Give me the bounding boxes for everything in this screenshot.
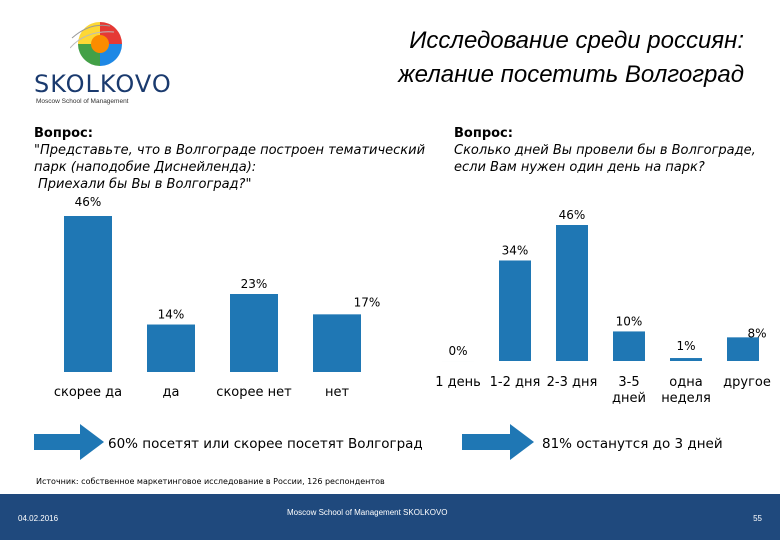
footer-center-text: Moscow School of Management SKOLKOVO	[287, 508, 448, 517]
footer-page-number: 55	[753, 514, 762, 523]
page-title: Исследование среди россиян: желание посе…	[398, 24, 744, 92]
chart-right-value-label-4: 1%	[676, 339, 695, 353]
chart-right-category-label-2: 2-3 дня	[547, 375, 598, 390]
footer-bar	[0, 494, 780, 540]
chart-right-value-label-1: 34%	[502, 243, 529, 257]
chart-left-value-label-1: 14%	[158, 308, 185, 322]
left-question: Вопрос: "Представьте, что в Волгограде п…	[34, 125, 425, 193]
chart-right-category-label-3-1: дней	[612, 391, 646, 406]
chart-right-bar-4	[670, 358, 702, 361]
skolkovo-logo: SKOLKOVO Moscow School of Management	[30, 18, 171, 108]
chart-right-bar-1	[499, 260, 531, 361]
chart-left-bar-0	[64, 216, 112, 372]
chart-right-value-label-3: 10%	[616, 314, 643, 328]
chart-right-value-label-2: 46%	[559, 208, 586, 222]
logo-name: SKOLKOVO	[34, 70, 172, 98]
right-question: Вопрос: Сколько дней Вы провели бы в Вол…	[454, 125, 756, 176]
chart-right-bar-5	[727, 337, 759, 361]
left-question-label: Вопрос:	[34, 126, 93, 141]
chart-left-bar-3	[313, 314, 361, 372]
chart-left-value-label-0: 46%	[75, 195, 102, 209]
conclusion-right: 81% останутся до 3 дней	[542, 436, 723, 452]
chart-right-value-label-0: 0%	[448, 344, 467, 358]
left-question-line-3: Приехали бы Вы в Волгоград?"	[38, 177, 252, 192]
chart-left-category-label-0: скорее да	[54, 385, 122, 400]
chart-right-bar-2	[556, 225, 588, 361]
chart-right-category-label-3-0: 3-5	[618, 375, 639, 390]
chart-right-category-label-1: 1-2 дня	[490, 375, 541, 390]
chart-right-category-label-5: другое	[723, 375, 771, 390]
chart-left-bar-1	[147, 324, 195, 372]
left-question-line-2: парк (наподобие Диснейленда):	[34, 160, 257, 175]
chart-left-category-label-1: да	[163, 385, 180, 400]
chart-left-category-label-2: скорее нет	[216, 385, 292, 400]
right-question-label: Вопрос:	[454, 126, 513, 141]
chart-left-value-label-2: 23%	[241, 277, 268, 291]
chart-right-category-label-0: 1 день	[435, 375, 481, 390]
footer-date: 04.02.2016	[18, 514, 59, 523]
chart-right-bar-3	[613, 331, 645, 361]
left-question-line-1: "Представьте, что в Волгограде построен …	[34, 143, 426, 158]
conclusion-left: 60% посетят или скорее посетят Волгоград	[108, 436, 423, 452]
arrow-right-icon	[462, 424, 534, 460]
source-note: Источник: собственное маркетинговое иссл…	[36, 477, 385, 486]
logo-globe-icon	[70, 22, 122, 66]
right-question-line-2: если Вам нужен один день на парк?	[454, 160, 705, 175]
title-line-2: желание посетить Волгоград	[398, 61, 744, 88]
chart-right-value-label-5: 8%	[747, 326, 766, 340]
chart-right-category-label-4-1: неделя	[661, 391, 711, 406]
title-line-1: Исследование среди россиян:	[409, 27, 744, 54]
arrow-left-icon	[34, 424, 104, 460]
chart-left-value-label-3: 17%	[354, 295, 381, 309]
chart-left-bar-2	[230, 294, 278, 372]
chart-left-category-label-3: нет	[325, 385, 349, 400]
logo-subtitle: Moscow School of Management	[36, 98, 129, 105]
chart-right-category-label-4-0: одна	[669, 375, 702, 390]
right-question-line-1: Сколько дней Вы провели бы в Волгограде,	[454, 143, 756, 158]
